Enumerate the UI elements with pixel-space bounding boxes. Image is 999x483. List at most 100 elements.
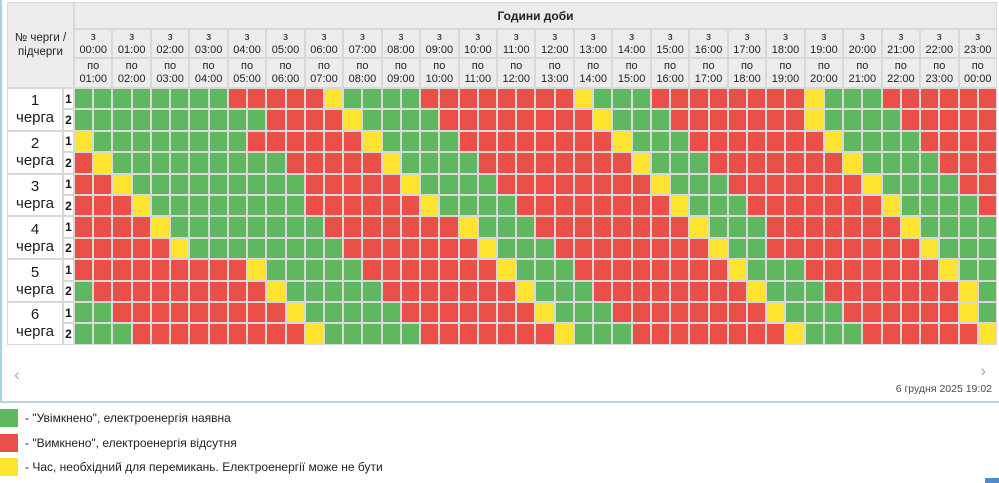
schedule-cell bbox=[594, 110, 612, 130]
schedule-cell bbox=[671, 110, 689, 130]
hour-from-cell: з 19:00 bbox=[805, 30, 843, 57]
hour-from-cell: з 04:00 bbox=[228, 30, 266, 57]
schedule-cell bbox=[748, 131, 766, 152]
schedule-cell bbox=[786, 110, 804, 130]
schedule-cell bbox=[863, 238, 881, 259]
schedule-cell bbox=[536, 174, 554, 194]
hour-from-cell: з 05:00 bbox=[267, 30, 304, 57]
legend-item: - Час, необхідний для перемикань. Електр… bbox=[0, 458, 383, 476]
schedule-cell bbox=[75, 174, 93, 194]
schedule-cell bbox=[844, 174, 862, 194]
schedule-cell bbox=[171, 238, 189, 259]
schedule-cell bbox=[748, 89, 766, 109]
schedule-cell bbox=[844, 153, 862, 173]
schedule-cell bbox=[190, 217, 208, 237]
subqueue-label: 1 bbox=[64, 260, 73, 280]
legend-swatch-switch bbox=[0, 458, 18, 476]
schedule-cell bbox=[305, 260, 323, 280]
schedule-cell bbox=[901, 110, 920, 130]
hour-from-cell: з 16:00 bbox=[690, 30, 727, 57]
schedule-cell bbox=[728, 302, 747, 323]
schedule-cell bbox=[228, 217, 247, 237]
schedule-cell bbox=[690, 281, 708, 301]
schedule-cell bbox=[478, 110, 497, 130]
schedule-cell bbox=[959, 217, 977, 237]
schedule-cell bbox=[748, 110, 766, 130]
schedule-cell bbox=[478, 89, 497, 109]
schedule-cell bbox=[632, 131, 650, 152]
schedule-cell bbox=[209, 89, 227, 109]
schedule-cell bbox=[440, 238, 458, 259]
schedule-cell bbox=[459, 260, 477, 280]
schedule-cell bbox=[209, 238, 227, 259]
schedule-cell bbox=[344, 174, 362, 194]
schedule-cell bbox=[478, 238, 497, 259]
schedule-cell bbox=[959, 110, 977, 130]
schedule-cell bbox=[209, 324, 227, 344]
schedule-cell bbox=[632, 260, 650, 280]
hour-to-cell: по 22:00 bbox=[882, 59, 920, 87]
schedule-cell bbox=[363, 260, 381, 280]
schedule-cell bbox=[286, 195, 304, 216]
schedule-cell bbox=[709, 174, 727, 194]
hour-from-cell: з 22:00 bbox=[921, 30, 958, 57]
schedule-cell bbox=[190, 174, 208, 194]
schedule-cell bbox=[786, 131, 804, 152]
scroll-right-icon[interactable]: › bbox=[980, 361, 986, 380]
schedule-cell bbox=[132, 302, 150, 323]
schedule-cell bbox=[478, 324, 497, 344]
schedule-cell bbox=[978, 131, 996, 152]
schedule-cell bbox=[440, 281, 458, 301]
schedule-cell bbox=[536, 281, 554, 301]
schedule-cell bbox=[863, 281, 881, 301]
scroll-left-icon[interactable]: ‹ bbox=[14, 365, 20, 384]
schedule-cell bbox=[651, 110, 670, 130]
schedule-cell bbox=[901, 195, 920, 216]
schedule-cell bbox=[132, 195, 150, 216]
schedule-cell bbox=[844, 89, 862, 109]
schedule-cell bbox=[594, 217, 612, 237]
schedule-cell bbox=[132, 110, 150, 130]
schedule-cell bbox=[113, 153, 131, 173]
schedule-cell bbox=[440, 302, 458, 323]
schedule-cell bbox=[305, 110, 323, 130]
schedule-cell bbox=[401, 131, 420, 152]
schedule-cell bbox=[728, 174, 747, 194]
schedule-cell bbox=[632, 89, 650, 109]
schedule-cell bbox=[728, 217, 747, 237]
schedule-cell bbox=[844, 238, 862, 259]
schedule-cell bbox=[767, 174, 785, 194]
schedule-cell bbox=[209, 195, 227, 216]
queue-label: 1 черга bbox=[8, 89, 62, 130]
schedule-cell bbox=[401, 302, 420, 323]
schedule-cell bbox=[805, 324, 823, 344]
schedule-cell bbox=[882, 89, 900, 109]
queue-label: 2 черга bbox=[8, 131, 62, 173]
schedule-cell bbox=[440, 217, 458, 237]
schedule-cell bbox=[574, 324, 593, 344]
schedule-cell bbox=[248, 302, 266, 323]
schedule-cell bbox=[459, 195, 477, 216]
schedule-cell bbox=[478, 281, 497, 301]
schedule-cell bbox=[440, 89, 458, 109]
legend-swatch-off bbox=[0, 433, 18, 452]
hour-to-cell: по 03:00 bbox=[151, 59, 189, 87]
schedule-cell bbox=[363, 131, 381, 152]
schedule-cell bbox=[401, 324, 420, 344]
schedule-cell bbox=[286, 89, 304, 109]
schedule-cell bbox=[940, 195, 958, 216]
schedule-cell bbox=[344, 89, 362, 109]
schedule-cell bbox=[209, 217, 227, 237]
schedule-cell bbox=[421, 238, 439, 259]
schedule-cell bbox=[305, 302, 323, 323]
schedule-cell bbox=[228, 281, 247, 301]
schedule-cell bbox=[171, 281, 189, 301]
schedule-cell bbox=[324, 302, 343, 323]
schedule-cell bbox=[882, 174, 900, 194]
schedule-cell bbox=[594, 238, 612, 259]
hour-to-cell: по 06:00 bbox=[267, 59, 304, 87]
schedule-cell bbox=[267, 195, 285, 216]
schedule-cell bbox=[901, 324, 920, 344]
schedule-cell bbox=[440, 131, 458, 152]
schedule-cell bbox=[574, 89, 593, 109]
